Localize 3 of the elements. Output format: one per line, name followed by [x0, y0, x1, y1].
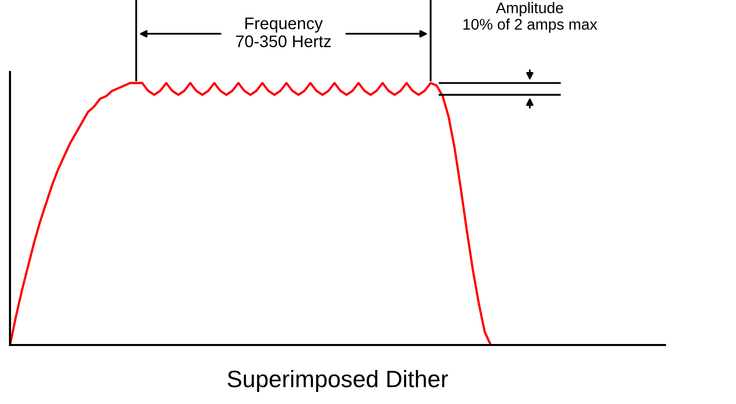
text: Amplitude 10% of 2 amps max	[463, 2, 598, 33]
text: Frequency 70-350 Hertz	[236, 18, 331, 48]
x-axis-title: Superimposed Dither	[228, 370, 448, 392]
